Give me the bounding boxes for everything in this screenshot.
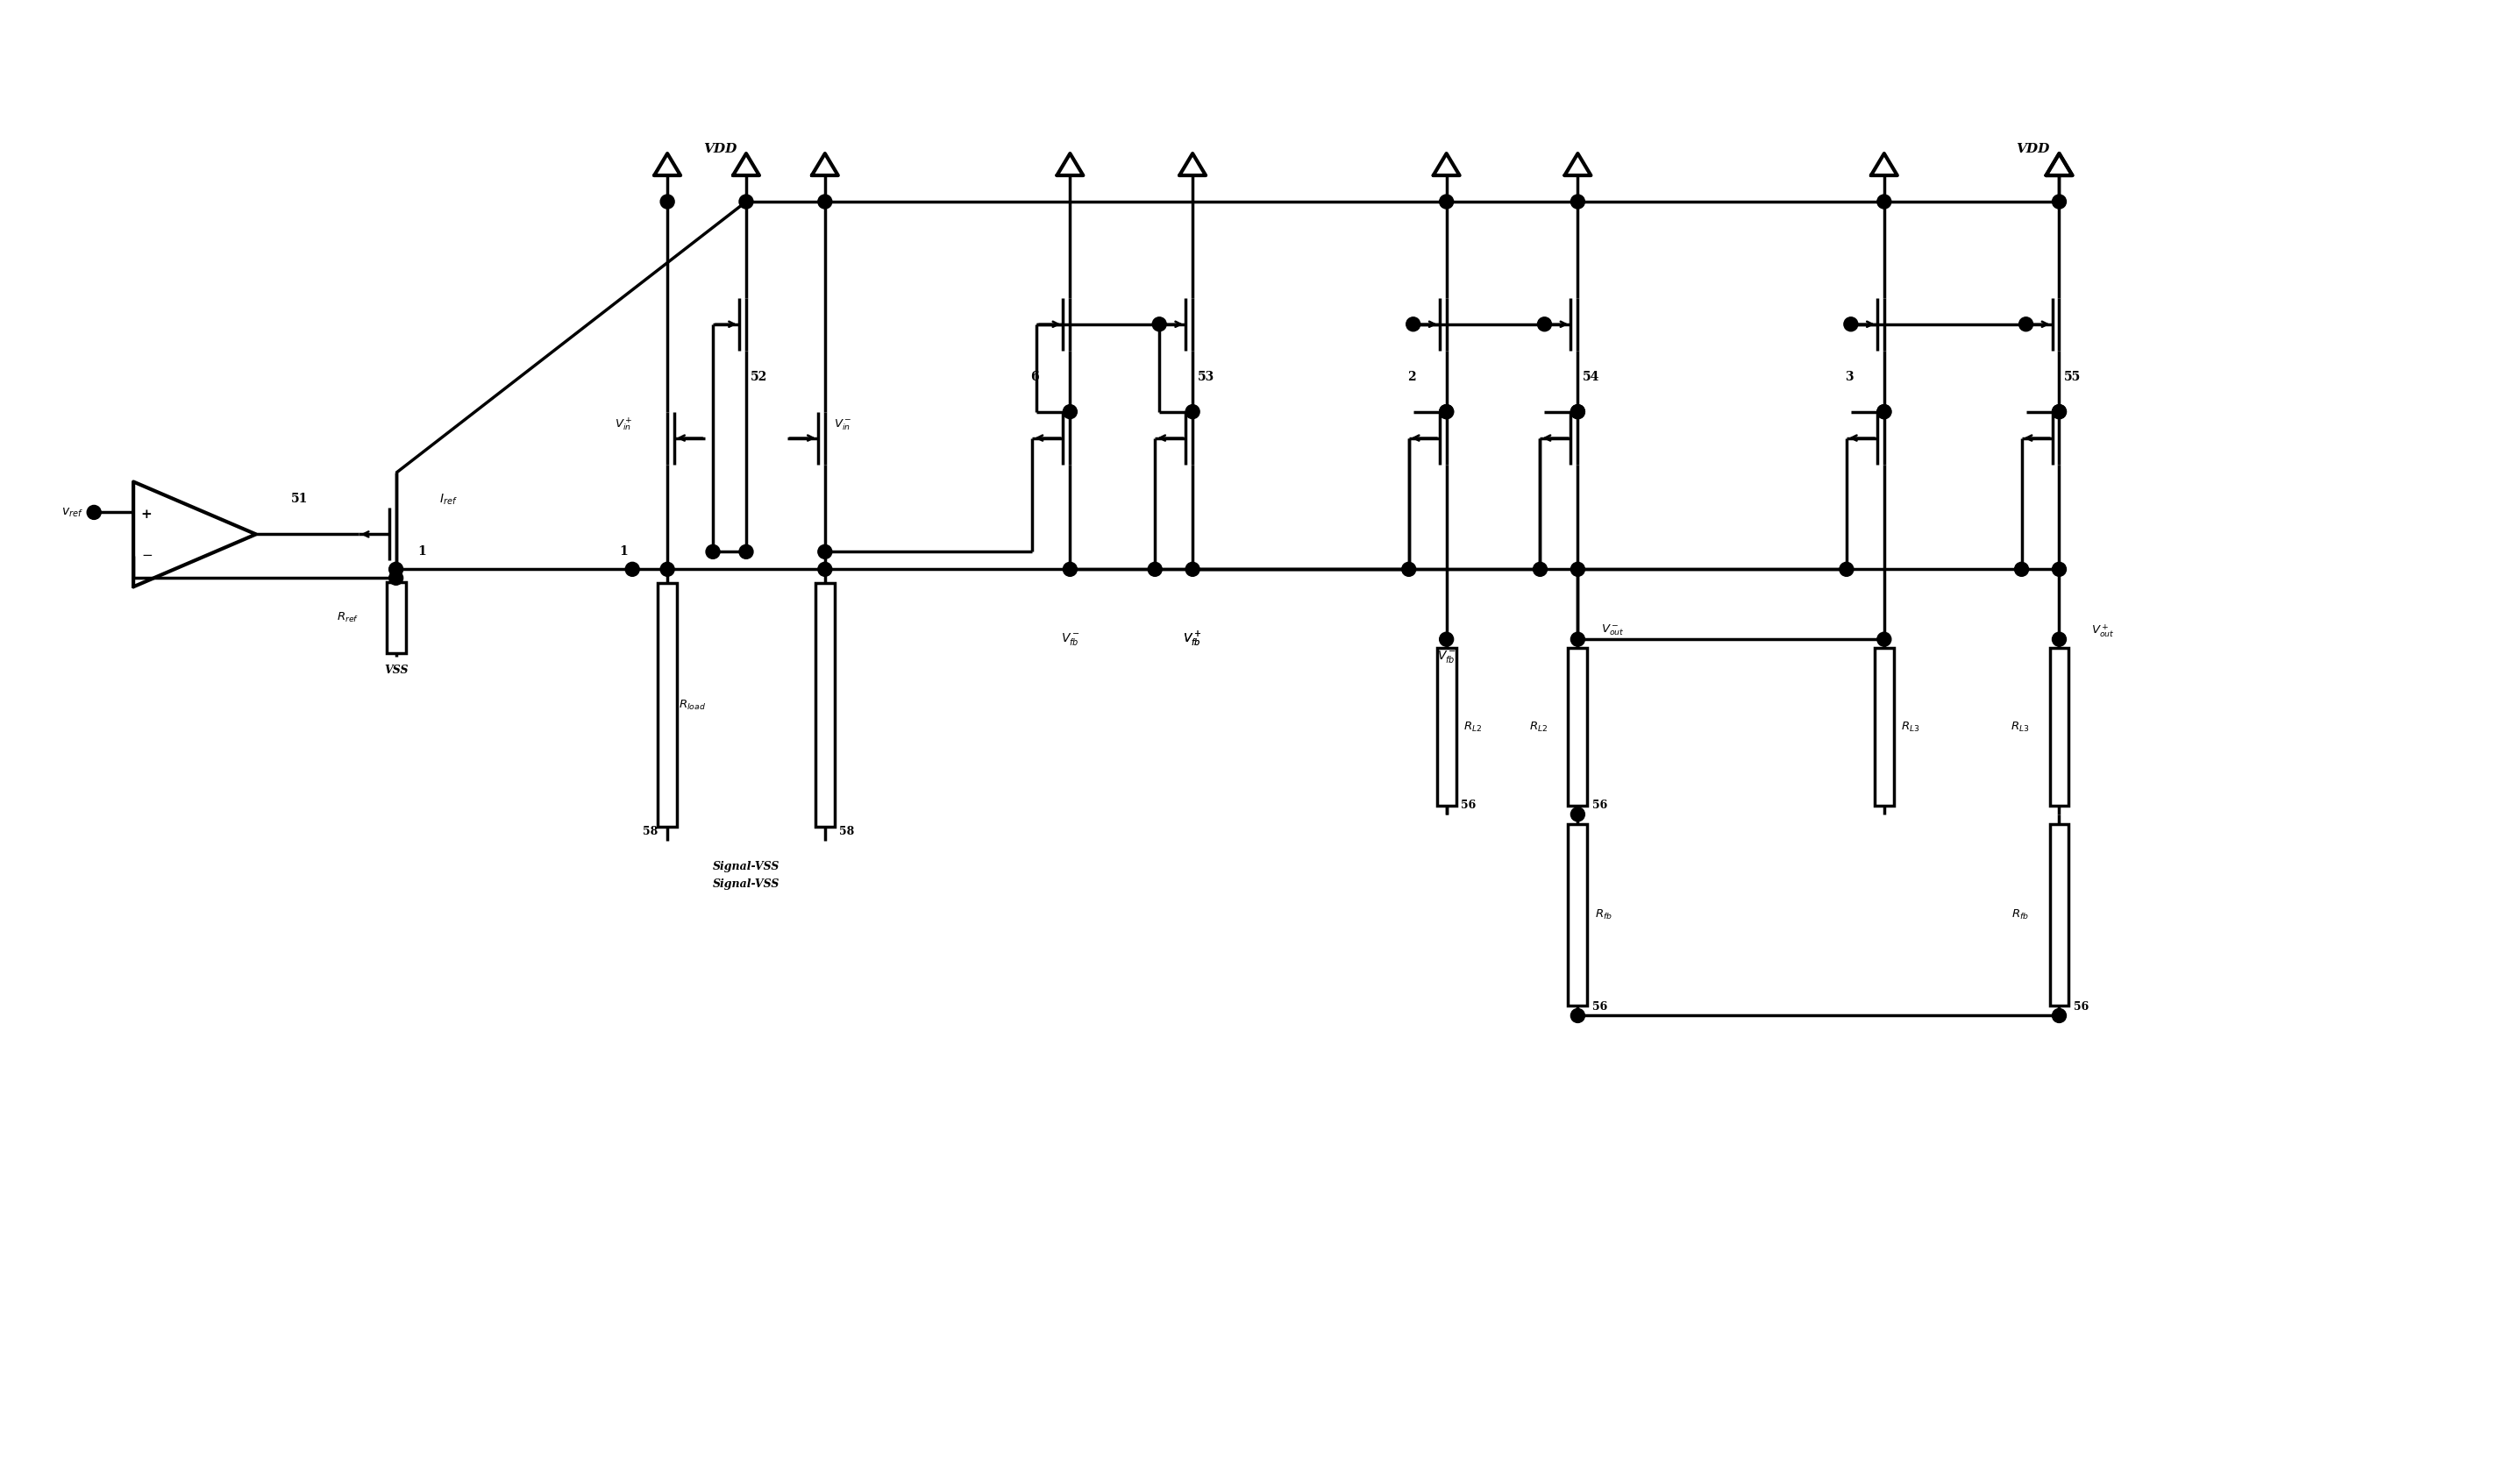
Text: Signal-VSS: Signal-VSS (713, 879, 779, 891)
Text: 58: 58 (643, 826, 658, 838)
Text: $R_{load}$: $R_{load}$ (678, 698, 706, 711)
Text: 56: 56 (1593, 1001, 1608, 1013)
Circle shape (1184, 562, 1200, 576)
Text: $V_{out}^-$: $V_{out}^-$ (1600, 623, 1625, 637)
Text: $V_{fb}^+$: $V_{fb}^+$ (1184, 630, 1202, 649)
Text: VDD: VDD (703, 143, 736, 155)
Text: VDD: VDD (2016, 143, 2049, 155)
Circle shape (1401, 562, 1416, 576)
Text: $V_{fb}^+$: $V_{fb}^+$ (1184, 630, 1202, 649)
Circle shape (88, 505, 101, 520)
Text: $I_{ref}$: $I_{ref}$ (438, 492, 459, 506)
Circle shape (1877, 633, 1890, 646)
Text: $R_{ref}$: $R_{ref}$ (338, 611, 358, 624)
Text: 6: 6 (1031, 371, 1038, 383)
Text: 3: 3 (1845, 371, 1852, 383)
Text: 56: 56 (2074, 1001, 2089, 1013)
Circle shape (706, 545, 721, 559)
Circle shape (2051, 633, 2066, 646)
Circle shape (2019, 316, 2034, 331)
Text: 56: 56 (1593, 799, 1608, 811)
Text: 1: 1 (418, 546, 426, 558)
Circle shape (660, 562, 675, 576)
Circle shape (2051, 405, 2066, 418)
Circle shape (1570, 807, 1585, 821)
Circle shape (819, 545, 832, 559)
Circle shape (1877, 194, 1890, 209)
Circle shape (1149, 562, 1162, 576)
Circle shape (2051, 194, 2066, 209)
Circle shape (1439, 194, 1454, 209)
Circle shape (738, 545, 753, 559)
Circle shape (1063, 405, 1076, 418)
Bar (816, 583, 834, 827)
Text: $V_{fb}^-$: $V_{fb}^-$ (1436, 649, 1457, 665)
Bar (386, 581, 406, 654)
Text: 51: 51 (292, 493, 307, 505)
Circle shape (388, 562, 403, 576)
Bar (1567, 824, 1588, 1005)
Text: 56: 56 (1462, 799, 1477, 811)
Circle shape (1570, 633, 1585, 646)
Text: VSS: VSS (383, 664, 408, 676)
Circle shape (1439, 405, 1454, 418)
Text: 58: 58 (839, 826, 854, 838)
Circle shape (2013, 562, 2029, 576)
Text: $R_{L3}$: $R_{L3}$ (1900, 720, 1920, 733)
Text: $-$: $-$ (141, 548, 151, 561)
Circle shape (1439, 405, 1454, 418)
Circle shape (625, 562, 640, 576)
Circle shape (1877, 405, 1890, 418)
Text: $R_{fb}$: $R_{fb}$ (2011, 908, 2029, 921)
Circle shape (1845, 316, 1857, 331)
Circle shape (1537, 316, 1552, 331)
Circle shape (1439, 633, 1454, 646)
Circle shape (819, 194, 832, 209)
Circle shape (1184, 405, 1200, 418)
Circle shape (1570, 1008, 1585, 1023)
Text: $R_{L2}$: $R_{L2}$ (1464, 720, 1482, 733)
Bar (1875, 648, 1893, 805)
Circle shape (1570, 405, 1585, 418)
Circle shape (819, 562, 832, 576)
Circle shape (660, 194, 675, 209)
Bar (2049, 648, 2069, 805)
Text: $R_{L2}$: $R_{L2}$ (1530, 720, 1547, 733)
Circle shape (1877, 405, 1890, 418)
Circle shape (1152, 316, 1167, 331)
Text: 53: 53 (1197, 371, 1215, 383)
Text: 1: 1 (620, 546, 627, 558)
Bar (658, 583, 678, 827)
Text: 52: 52 (751, 371, 769, 383)
Circle shape (1570, 405, 1585, 418)
Circle shape (1532, 562, 1547, 576)
Bar (1567, 648, 1588, 805)
Circle shape (1406, 316, 1421, 331)
Text: Signal-VSS: Signal-VSS (713, 861, 779, 873)
Bar (2049, 824, 2069, 1005)
Circle shape (388, 571, 403, 584)
Text: $V_{in}^+$: $V_{in}^+$ (615, 417, 633, 433)
Circle shape (1570, 194, 1585, 209)
Circle shape (1840, 562, 1855, 576)
Text: 2: 2 (1406, 371, 1416, 383)
Text: $R_{L3}$: $R_{L3}$ (2011, 720, 2029, 733)
Text: $V_{in}^-$: $V_{in}^-$ (834, 418, 852, 433)
Circle shape (2051, 1008, 2066, 1023)
Text: $V_{fb}^-$: $V_{fb}^-$ (1061, 631, 1079, 648)
Text: 54: 54 (1583, 371, 1600, 383)
Text: 55: 55 (2064, 371, 2082, 383)
Text: +: + (141, 508, 151, 521)
Circle shape (1063, 562, 1076, 576)
Bar (1436, 648, 1457, 805)
Circle shape (1570, 562, 1585, 576)
Circle shape (2051, 405, 2066, 418)
Text: $R_{fb}$: $R_{fb}$ (1595, 908, 1613, 921)
Circle shape (2051, 562, 2066, 576)
Text: $v_{ref}$: $v_{ref}$ (60, 506, 83, 518)
Circle shape (738, 194, 753, 209)
Text: $V_{out}^+$: $V_{out}^+$ (2092, 623, 2114, 639)
